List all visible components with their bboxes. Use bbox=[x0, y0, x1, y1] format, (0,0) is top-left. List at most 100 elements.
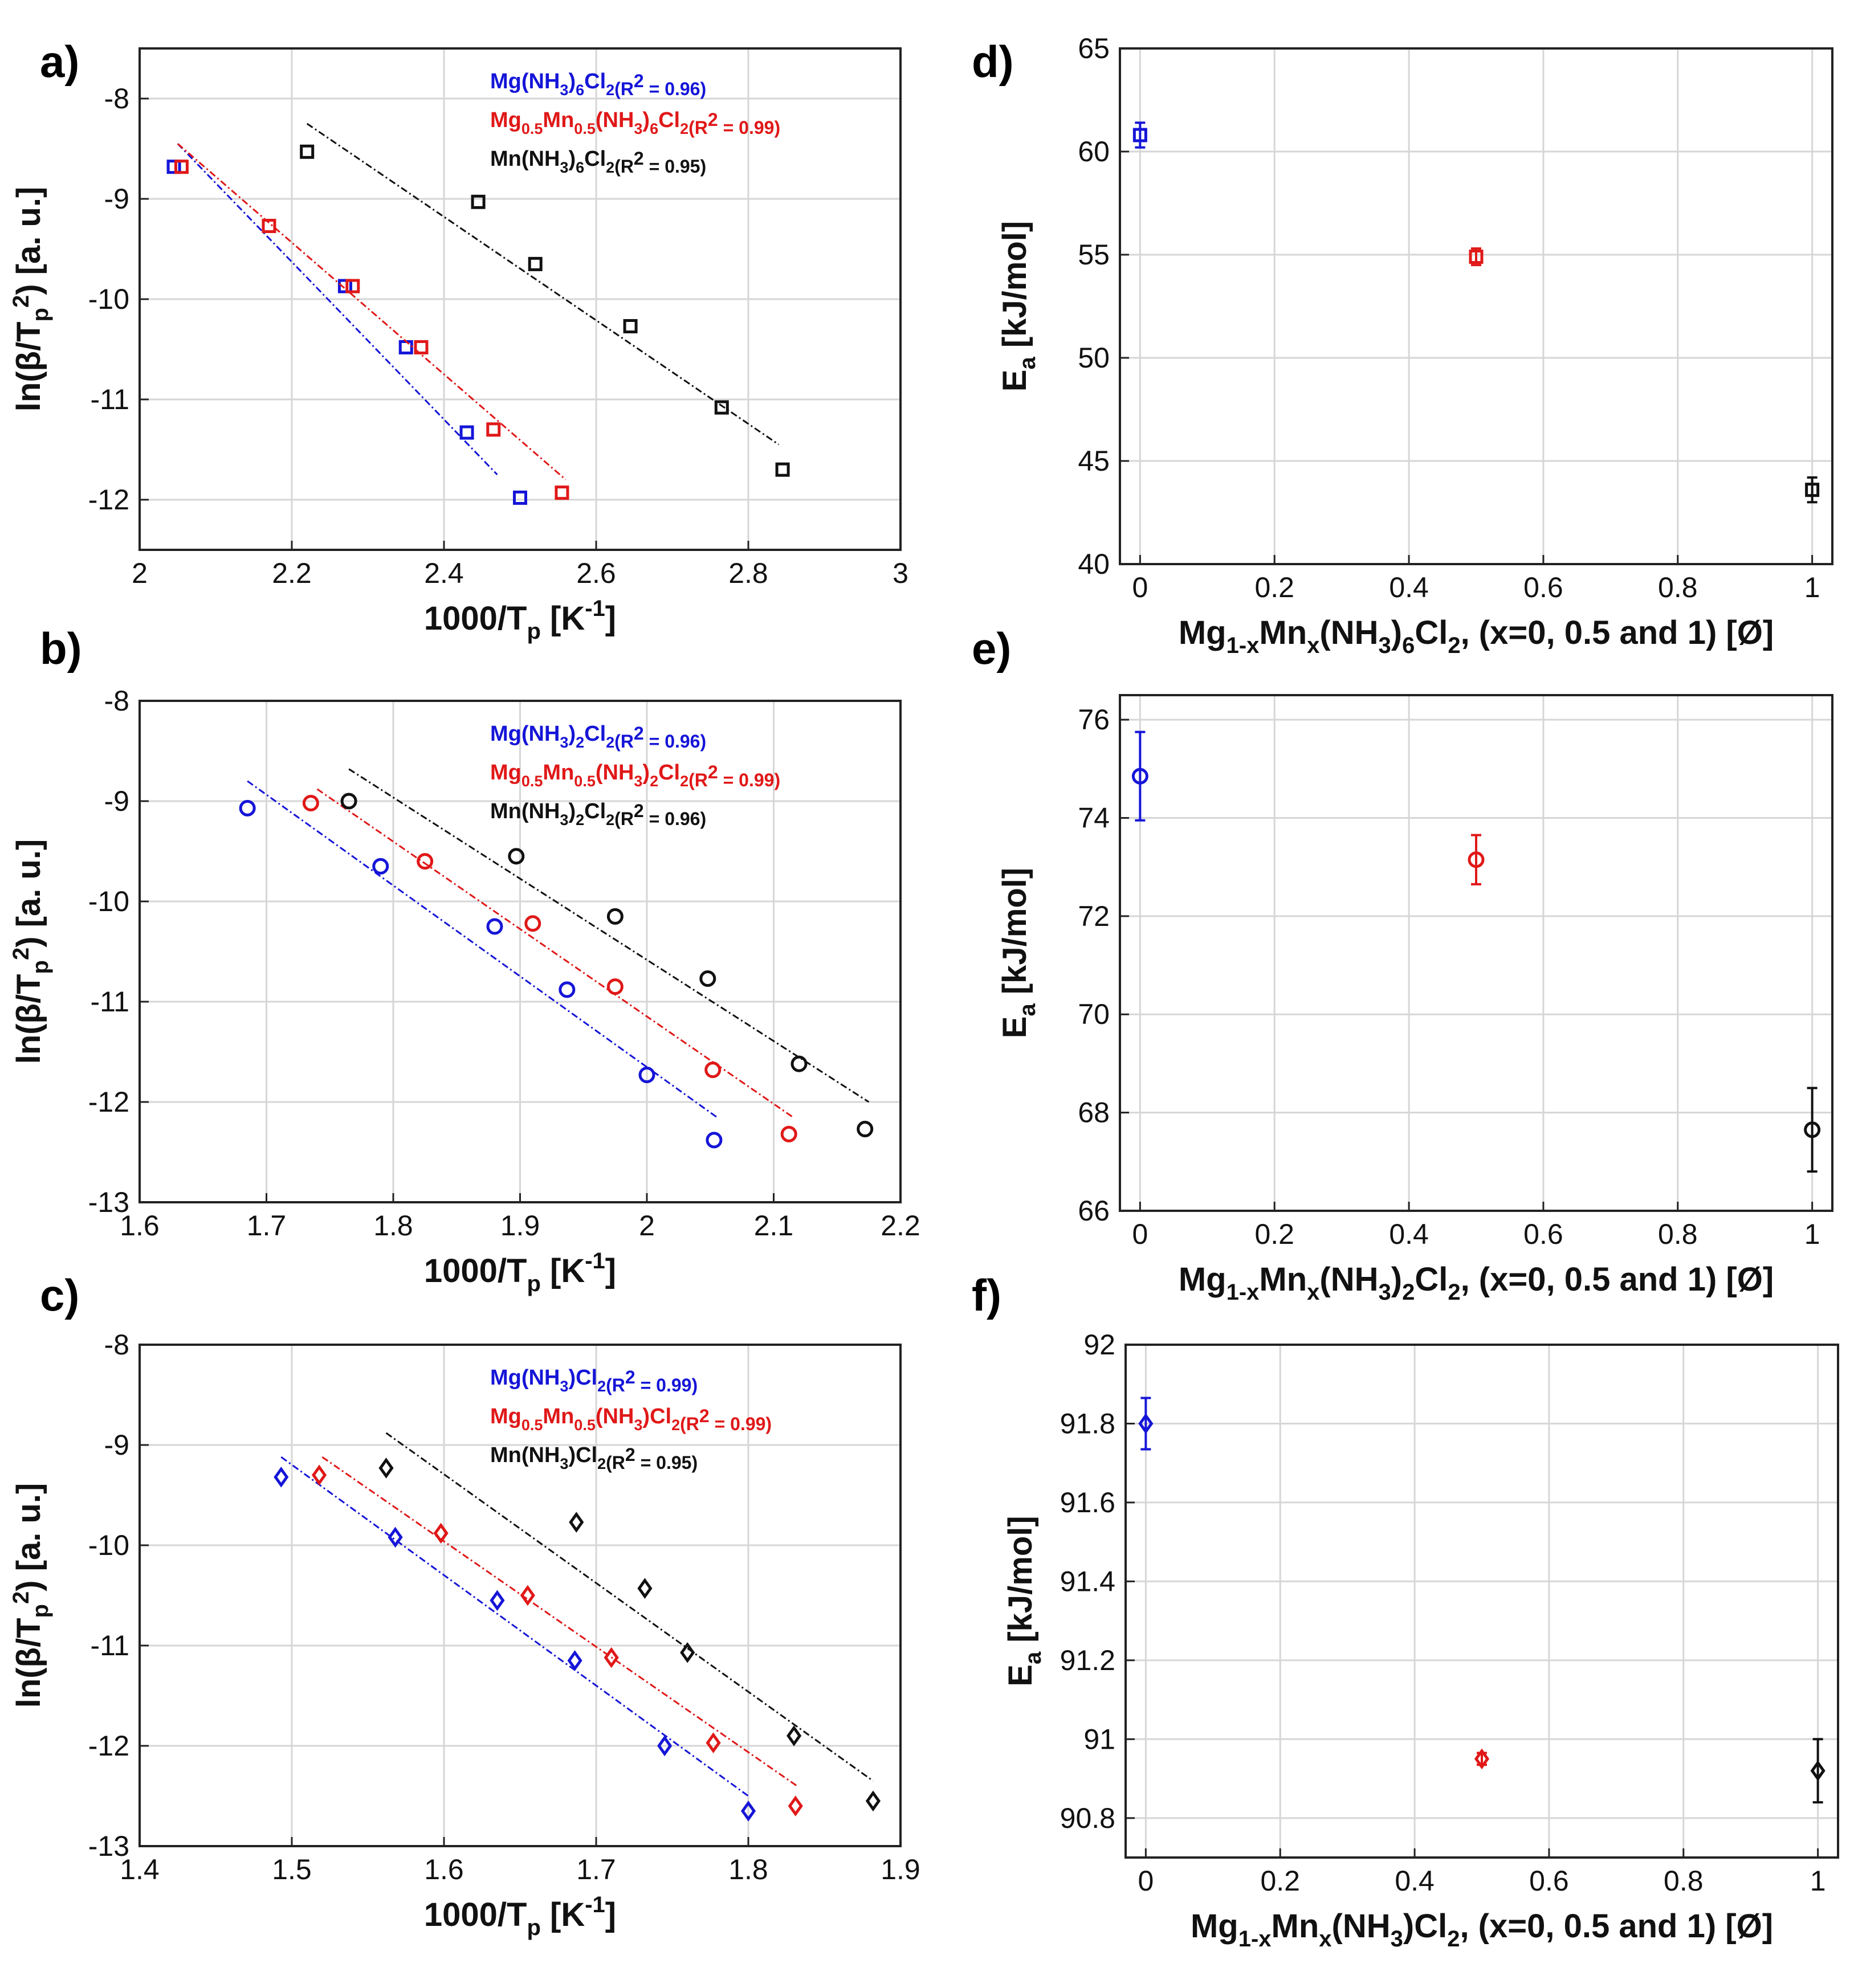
x-tick-label: 0.6 bbox=[1523, 1218, 1563, 1250]
y-tick-label: -9 bbox=[104, 183, 129, 215]
data-point bbox=[337, 279, 352, 293]
data-point bbox=[567, 1650, 582, 1671]
x-tick-label: 1.7 bbox=[247, 1210, 287, 1242]
data-point bbox=[638, 1066, 655, 1083]
data-point bbox=[740, 1801, 756, 1822]
y-tick-label: -12 bbox=[88, 1730, 129, 1762]
data-point bbox=[559, 981, 576, 998]
data-point bbox=[714, 400, 729, 415]
y-tick-label: -12 bbox=[88, 484, 129, 516]
data-point bbox=[486, 422, 501, 437]
legend-entry: Mg0.5Mn0.5(NH3)Cl2(R2 = 0.99) bbox=[490, 1405, 772, 1434]
y-axis-label: ln(β/Tp2) [a. u.] bbox=[9, 839, 53, 1064]
series-0 bbox=[239, 780, 723, 1149]
series-1 bbox=[311, 1456, 803, 1816]
x-tick-label: 0 bbox=[1138, 1865, 1154, 1897]
y-tick-label: 66 bbox=[1078, 1195, 1110, 1227]
data-point bbox=[606, 908, 624, 925]
x-tick-label: 0.8 bbox=[1658, 572, 1698, 603]
legend-entry: Mg0.5Mn0.5(NH3)2Cl2(R2 = 0.99) bbox=[490, 761, 780, 790]
panel-label: e) bbox=[972, 623, 1011, 673]
fit-line bbox=[306, 123, 780, 446]
ea-point-2 bbox=[1804, 1087, 1821, 1173]
data-point bbox=[262, 219, 276, 234]
data-point bbox=[1131, 768, 1148, 785]
y-tick-label: 91.8 bbox=[1060, 1407, 1115, 1439]
fit-line bbox=[247, 780, 718, 1118]
data-point bbox=[239, 799, 256, 817]
data-point bbox=[704, 1062, 722, 1079]
legend-entry: Mg(NH3)6Cl2(R2 = 0.96) bbox=[490, 70, 706, 99]
x-tick-label: 0.8 bbox=[1658, 1218, 1698, 1250]
data-point bbox=[657, 1735, 673, 1757]
x-tick-label: 0.8 bbox=[1664, 1865, 1704, 1897]
legend-entry: Mg0.5Mn0.5(NH3)6Cl2(R2 = 0.99) bbox=[490, 108, 780, 138]
plot-area bbox=[140, 1345, 900, 1846]
x-tick-label: 2.4 bbox=[424, 557, 464, 589]
data-point bbox=[623, 319, 638, 334]
y-tick-label: 91.4 bbox=[1060, 1565, 1115, 1597]
x-axis-label: Mg1-xMnx(NH3)Cl2, (x=0, 0.5 and 1) [Ø] bbox=[1191, 1908, 1773, 1952]
x-tick-label: 0.6 bbox=[1523, 572, 1563, 603]
panel-c: 1.4 1.5 1.6 1.7 1.8 1.9 -13 -12 -11 -10 -9 -8 c) 1000… bbox=[9, 1270, 920, 1940]
x-tick-label: 1.9 bbox=[500, 1210, 540, 1242]
data-point bbox=[414, 340, 429, 354]
data-point bbox=[606, 978, 624, 995]
data-point bbox=[1474, 1748, 1490, 1770]
ea-point-1 bbox=[1468, 834, 1485, 885]
series-1 bbox=[302, 788, 797, 1142]
x-tick-label: 0.2 bbox=[1260, 1865, 1300, 1897]
x-tick-label: 1.8 bbox=[373, 1210, 413, 1242]
x-tick-label: 1.8 bbox=[728, 1854, 768, 1885]
x-axis-label: 1000/Tp [K-1] bbox=[424, 1892, 616, 1940]
axes-frame bbox=[1124, 1344, 1839, 1859]
x-tick-label: 1.4 bbox=[120, 1854, 160, 1885]
y-tick-label: -12 bbox=[88, 1086, 129, 1118]
data-point bbox=[513, 490, 527, 505]
y-tick-label: 55 bbox=[1078, 239, 1110, 271]
x-tick-label: 2.2 bbox=[272, 557, 312, 589]
data-point bbox=[433, 1522, 449, 1544]
x-tick-label: 2 bbox=[132, 557, 148, 589]
series-2 bbox=[300, 123, 790, 477]
x-tick-label: 2 bbox=[639, 1210, 655, 1242]
y-tick-label: 45 bbox=[1078, 445, 1110, 477]
plot-area bbox=[1120, 695, 1832, 1211]
data-point bbox=[787, 1725, 802, 1746]
x-tick-label: 0.2 bbox=[1254, 1218, 1294, 1250]
fit-line bbox=[177, 143, 498, 476]
axes-frame bbox=[138, 1344, 902, 1847]
y-tick-label: 68 bbox=[1078, 1097, 1110, 1129]
x-tick-label: 2.1 bbox=[754, 1210, 794, 1242]
panel-a: 2 2.2 2.4 2.6 2.8 3 -12 -11 -10 -9 -8 a) 1000/Tp [K-… bbox=[9, 36, 908, 644]
data-point bbox=[775, 462, 790, 477]
data-point bbox=[1132, 128, 1147, 142]
data-point bbox=[569, 1512, 584, 1533]
panel-e: 0 0.2 0.4 0.6 0.8 1 66 68 70 72 74 76 e) Mg1-xMnx(NH3… bbox=[972, 623, 1833, 1305]
data-point bbox=[555, 485, 569, 500]
data-point bbox=[378, 1458, 394, 1479]
x-tick-label: 3 bbox=[893, 557, 908, 589]
y-tick-label: -8 bbox=[104, 1329, 129, 1361]
data-point bbox=[1805, 483, 1820, 497]
data-point bbox=[680, 1642, 695, 1663]
series-1 bbox=[174, 143, 569, 500]
data-point bbox=[174, 160, 189, 174]
x-tick-label: 0 bbox=[1132, 1218, 1148, 1250]
data-point bbox=[274, 1467, 289, 1488]
data-point bbox=[302, 795, 319, 812]
y-tick-label: 70 bbox=[1078, 998, 1110, 1030]
ea-point-0 bbox=[1131, 730, 1148, 822]
series-0 bbox=[274, 1456, 756, 1822]
legend-entry: Mg(NH3)Cl2(R2 = 0.99) bbox=[490, 1366, 698, 1395]
data-point bbox=[637, 1578, 653, 1599]
x-tick-label: 2.8 bbox=[728, 557, 768, 589]
ea-point-1 bbox=[1474, 1748, 1490, 1770]
panel-label: b) bbox=[40, 623, 82, 673]
data-point bbox=[857, 1121, 874, 1138]
axes-frame bbox=[138, 700, 902, 1203]
data-point bbox=[311, 1464, 327, 1486]
legend-entry: Mn(NH3)6Cl2(R2 = 0.95) bbox=[490, 147, 706, 177]
y-tick-label: 40 bbox=[1078, 548, 1110, 580]
data-point bbox=[791, 1055, 808, 1072]
